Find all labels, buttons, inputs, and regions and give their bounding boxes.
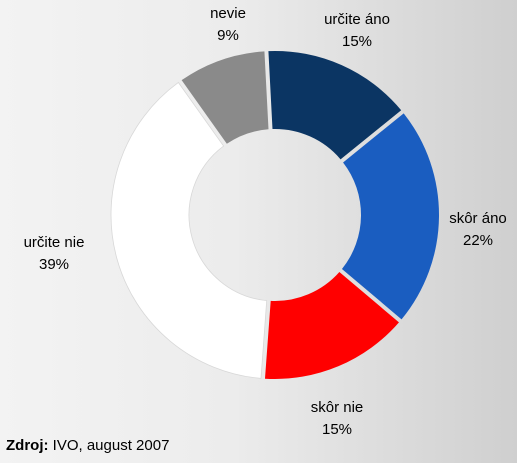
slice-category-label: skôr nie [311,399,364,416]
donut-slice [181,51,269,144]
slice-category-label: určite nie [24,234,85,251]
source-note: Zdroj: IVO, august 2007 [6,437,169,454]
slice-value-label: 22% [463,232,493,249]
slice-value-label: 9% [217,27,239,44]
source-text: IVO, august 2007 [48,437,170,454]
source-label: Zdroj: [6,437,49,454]
donut-slice [268,51,402,160]
donut-slice [264,272,399,379]
slice-value-label: 15% [342,33,372,50]
slice-value-label: 15% [322,421,352,438]
labels-group: určite áno 15% skôr áno 22% skôr nie 15% určit… [24,5,507,438]
slice-category-label: určite áno [324,11,390,28]
slices-group [110,51,439,379]
slice-category-label: nevie [210,5,246,22]
slice-category-label: skôr áno [449,210,507,227]
donut-slice [110,81,268,379]
slice-value-label: 39% [39,256,69,273]
donut-slice [341,113,439,320]
